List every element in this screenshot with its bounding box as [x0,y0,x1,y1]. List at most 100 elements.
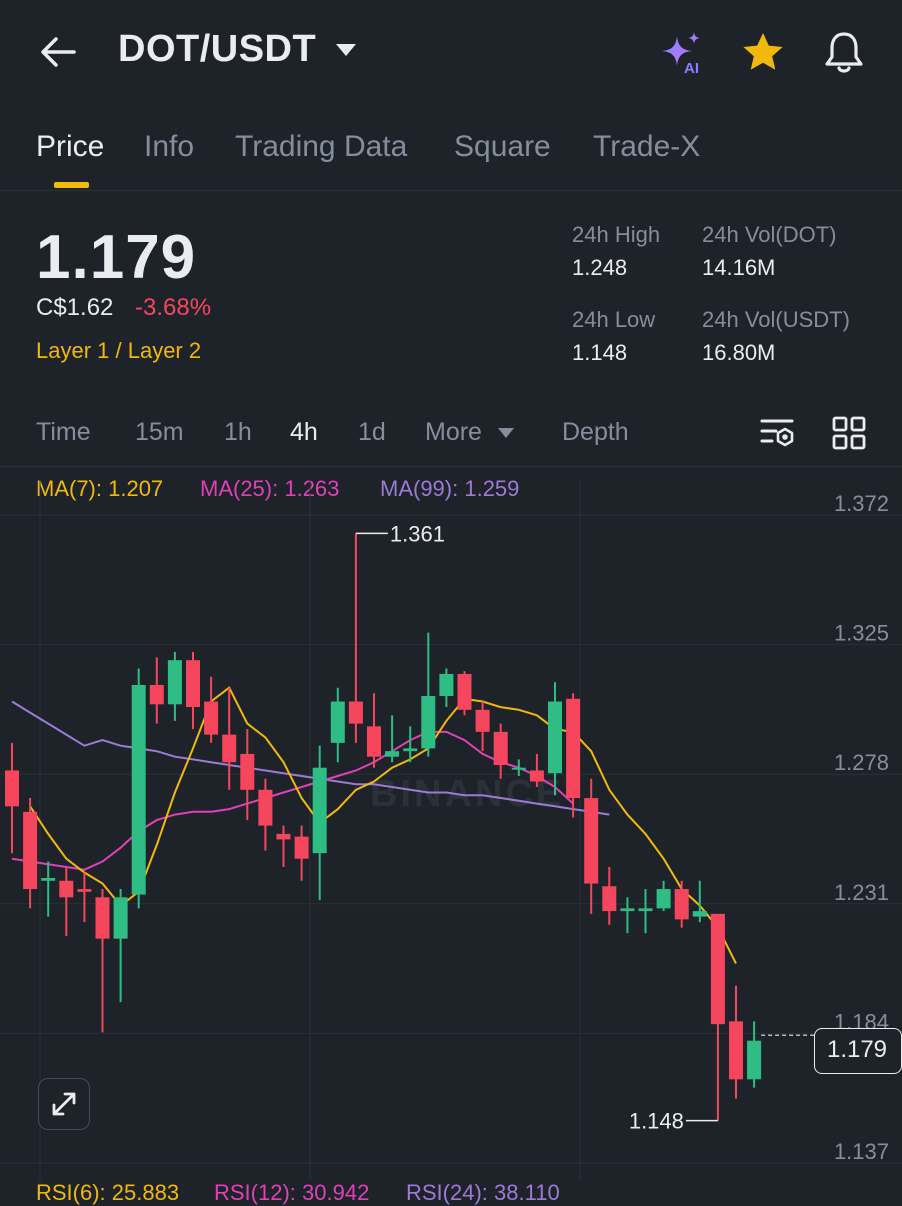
candle-body [77,889,92,892]
candle-body [529,770,544,782]
watermark: BINANCE [370,773,564,815]
candle-body [747,1040,762,1080]
tab-trading-data[interactable]: Trading Data [235,130,408,163]
candle-body [330,701,345,743]
candle-body [566,698,581,799]
expand-icon [52,1092,76,1116]
rsi24-legend: RSI(24): 38.110 [406,1180,560,1205]
tf-15m[interactable]: 15m [135,418,184,446]
top-bar: DOT/USDT AI [0,0,902,105]
candle-body [294,836,309,859]
chart-divider [0,466,902,467]
tf-1d[interactable]: 1d [358,418,386,446]
candle-body [258,789,273,826]
tab-price[interactable]: Price [36,130,105,163]
candle-body [23,811,38,890]
candle-body [620,908,635,912]
ma99-line [11,700,610,816]
candle-body [602,886,617,912]
fiat-price: C$1.62 [36,294,114,321]
high-marker-label: 1.361 [390,521,445,546]
candle-body [511,767,526,770]
candle-body [548,701,562,774]
tf-depth[interactable]: Depth [562,418,629,446]
candle-body [729,1021,743,1080]
candle-body [385,751,400,757]
candle-body [367,726,381,757]
candlestick-chart[interactable]: 1.3721.3251.2781.2311.1841.137BINANCE1.3… [0,480,902,1180]
low-marker-label: 1.148 [629,1109,684,1134]
candle-body [403,748,418,752]
candle-body [167,660,182,705]
pair-title[interactable]: DOT/USDT [118,28,317,70]
ai-sparkle-icon[interactable]: AI [660,30,706,76]
candle-body [186,660,200,708]
ma25-line [11,730,574,871]
candle-body [710,913,725,1025]
candle-body [493,731,508,765]
candle-body [692,911,707,917]
candle-body [59,880,74,898]
y-tick-label: 1.231 [834,880,889,905]
candle-body [584,798,599,884]
last-price: 1.179 [36,223,197,292]
vol-quote-value: 16.80M [702,340,776,365]
candle-body [276,833,291,840]
candle-body [457,673,472,710]
rsi6-legend: RSI(6): 25.883 [36,1180,180,1205]
candle-body [348,701,363,724]
svg-text:AI: AI [684,60,699,76]
tf-more[interactable]: More [425,418,482,446]
tf-4h[interactable]: 4h [290,418,318,446]
active-tab-indicator [54,182,89,188]
candle-body [204,701,219,735]
rsi12-legend: RSI(12): 30.942 [214,1180,370,1205]
y-tick-label: 1.278 [834,750,889,775]
main-tabs: Price Info Trading Data Square Trade-X [0,120,902,191]
candle-body [312,767,327,854]
vol-base-value: 14.16M [702,255,776,280]
y-tick-label: 1.137 [834,1139,889,1164]
tab-trade-x[interactable]: Trade-X [593,130,701,163]
candle-body [421,696,436,749]
candle-body [439,673,454,697]
candle-body [475,709,490,732]
vol-base-label: 24h Vol(DOT) [702,222,837,247]
ma7-line [29,686,737,964]
low-value: 1.148 [572,340,628,365]
candle-body [656,889,671,909]
tab-square[interactable]: Square [454,130,551,163]
bell-icon[interactable] [820,28,868,76]
ma99-legend: MA(99): 1.259 [380,476,520,501]
candle-body [41,878,56,881]
tab-info[interactable]: Info [144,130,195,163]
candle-body [95,897,110,939]
back-arrow-icon[interactable] [36,30,80,74]
candle-body [638,908,653,912]
chart-settings-icon[interactable] [758,414,796,452]
fullscreen-button[interactable] [38,1078,90,1130]
caret-down-icon[interactable] [336,44,356,56]
candle-body [113,897,128,939]
low-label: 24h Low [572,307,656,332]
more-caret-icon[interactable] [498,428,514,438]
y-tick-label: 1.372 [834,491,889,516]
current-price-label: 1.179 [826,1036,888,1063]
category-tag[interactable]: Layer 1 / Layer 2 [36,338,202,363]
candle-body [149,684,164,705]
high-label: 24h High [572,222,661,247]
y-tick-label: 1.325 [834,621,889,646]
candle-body [131,684,146,895]
candle-body [5,770,19,807]
price-change: -3.68% [135,294,212,321]
candle-body [674,889,689,920]
star-icon[interactable] [740,30,786,76]
current-price-box [814,1028,902,1074]
ma7-legend: MA(7): 1.207 [36,476,164,501]
tf-1h[interactable]: 1h [224,418,252,446]
grid-layout-icon[interactable] [830,414,868,452]
tf-time[interactable]: Time [36,418,91,446]
ma25-legend: MA(25): 1.263 [200,476,340,501]
high-value: 1.248 [572,255,628,280]
candle-body [240,753,255,790]
